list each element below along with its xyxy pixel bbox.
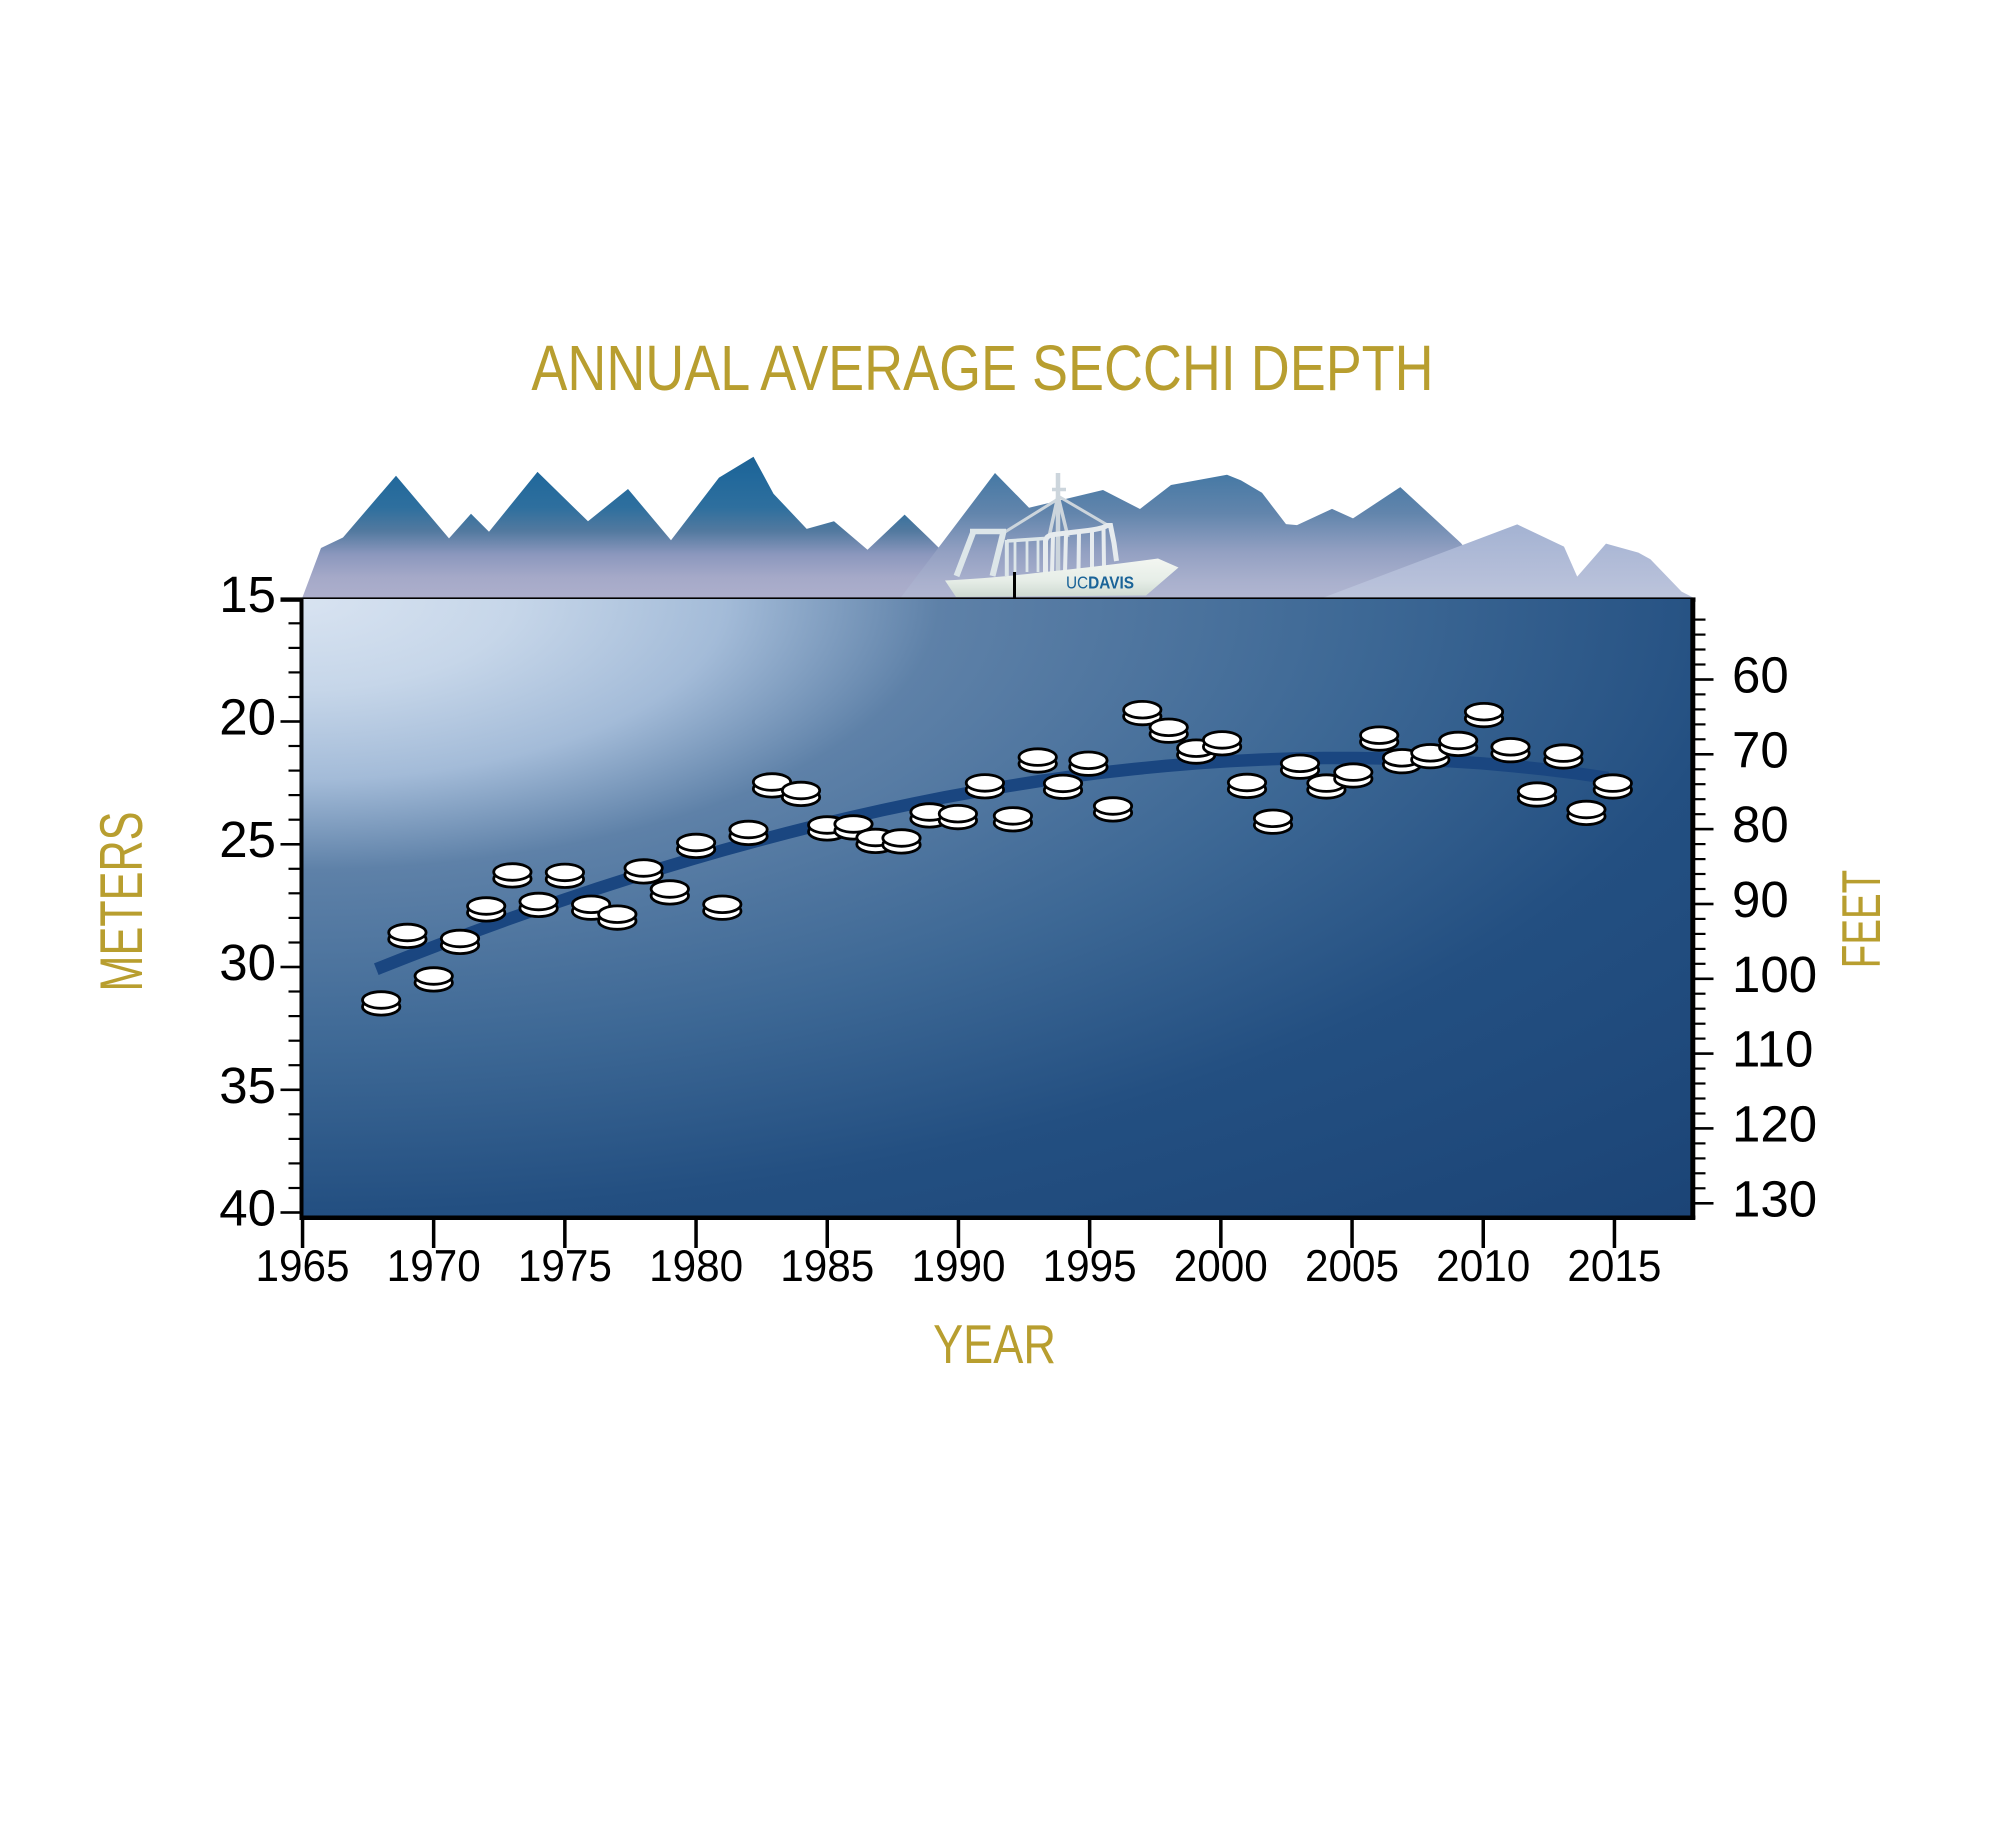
- svg-text:METERS: METERS: [89, 812, 156, 992]
- svg-text:130: 130: [1732, 1170, 1817, 1227]
- svg-text:30: 30: [219, 934, 276, 991]
- svg-text:100: 100: [1732, 946, 1817, 1003]
- svg-text:120: 120: [1732, 1095, 1817, 1152]
- svg-text:UCDAVIS: UCDAVIS: [1066, 574, 1134, 593]
- svg-text:80: 80: [1732, 796, 1789, 853]
- svg-text:1980: 1980: [649, 1242, 743, 1291]
- svg-text:2010: 2010: [1436, 1242, 1530, 1291]
- svg-text:70: 70: [1732, 721, 1789, 778]
- svg-text:1985: 1985: [780, 1242, 874, 1291]
- svg-text:110: 110: [1732, 1021, 1813, 1078]
- svg-text:60: 60: [1732, 647, 1789, 704]
- svg-text:15: 15: [219, 566, 276, 623]
- svg-text:1995: 1995: [1043, 1242, 1137, 1291]
- svg-text:90: 90: [1732, 871, 1789, 928]
- svg-text:40: 40: [219, 1180, 276, 1237]
- svg-text:1990: 1990: [911, 1242, 1005, 1291]
- svg-text:1975: 1975: [518, 1242, 612, 1291]
- svg-text:FEET: FEET: [1831, 870, 1892, 968]
- svg-text:1970: 1970: [387, 1242, 481, 1291]
- svg-text:1965: 1965: [255, 1242, 349, 1291]
- svg-text:2000: 2000: [1174, 1242, 1268, 1291]
- svg-text:20: 20: [219, 689, 276, 746]
- svg-text:35: 35: [219, 1057, 276, 1114]
- svg-text:2015: 2015: [1567, 1242, 1661, 1291]
- svg-text:YEAR: YEAR: [933, 1313, 1056, 1375]
- svg-text:2005: 2005: [1305, 1242, 1399, 1291]
- svg-text:ANNUAL AVERAGE SECCHI DEPTH: ANNUAL AVERAGE SECCHI DEPTH: [531, 332, 1433, 404]
- svg-text:25: 25: [219, 811, 276, 868]
